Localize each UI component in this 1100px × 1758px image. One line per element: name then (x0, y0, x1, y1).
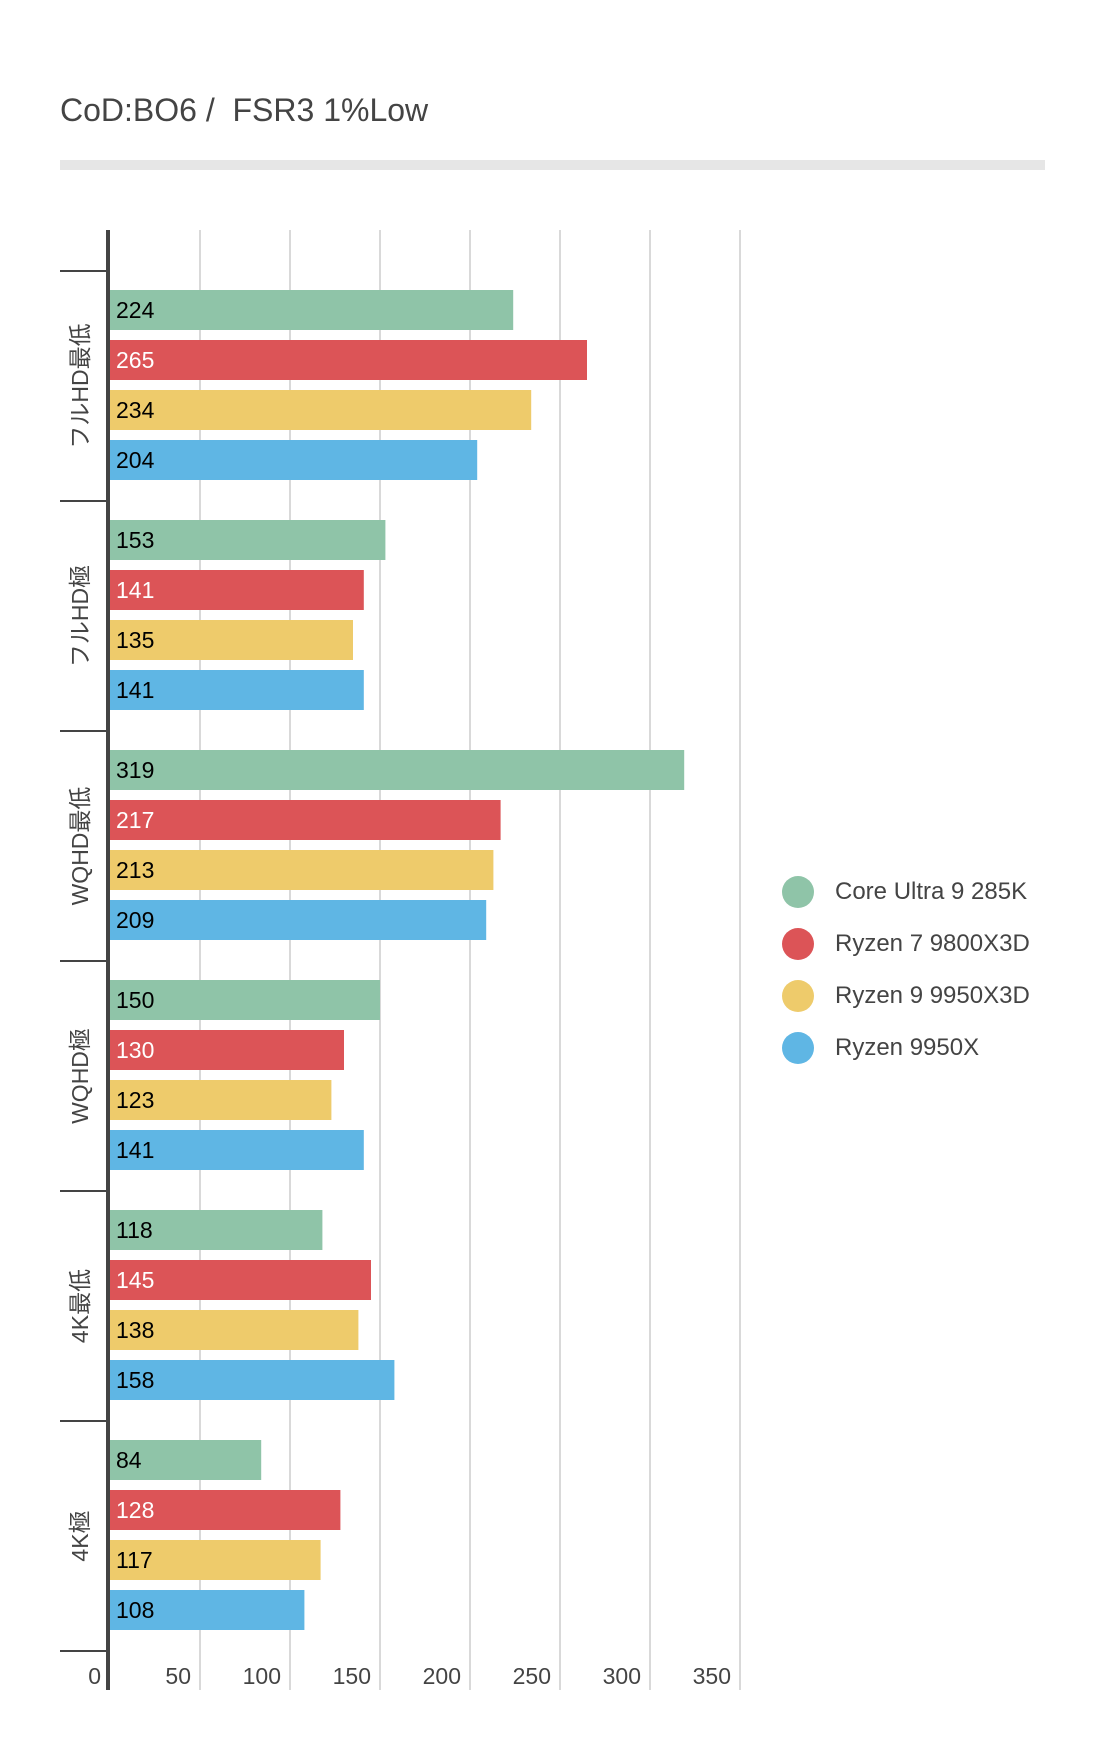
legend-label: Ryzen 9 9950X3D (835, 982, 1030, 1009)
x-tick-label: 0 (88, 1663, 101, 1689)
data-label: 130 (116, 1037, 154, 1063)
legend-item: Ryzen 7 9800X3D (782, 918, 1030, 970)
x-tick-label: 150 (333, 1663, 371, 1689)
legend-label: Ryzen 9950X (835, 1034, 980, 1061)
legend-swatch-icon (782, 980, 814, 1012)
data-label: 145 (116, 1267, 154, 1293)
x-tick-label: 100 (243, 1663, 281, 1689)
data-label: 204 (116, 447, 155, 473)
bar (110, 900, 487, 940)
bar (110, 440, 478, 480)
legend-item: Ryzen 9 9950X3D (782, 970, 1030, 1022)
data-label: 224 (116, 297, 155, 323)
bar (110, 290, 514, 330)
category-label: WQHD最低 (67, 787, 93, 906)
bar (110, 670, 364, 710)
legend-label: Ryzen 7 9800X3D (835, 930, 1030, 957)
bar (110, 1440, 262, 1480)
legend-swatch-icon (782, 1032, 814, 1064)
data-label: 213 (116, 857, 154, 883)
legend-swatch-icon (782, 928, 814, 960)
data-label: 84 (116, 1447, 142, 1473)
legend-item: Ryzen 9950X (782, 1022, 1030, 1074)
category-label: フルHD最低 (67, 323, 93, 448)
bar (110, 390, 532, 430)
x-tick-label: 200 (423, 1663, 461, 1689)
data-label: 319 (116, 757, 154, 783)
bar (110, 750, 685, 790)
x-tick-label: 50 (165, 1663, 191, 1689)
data-label: 128 (116, 1497, 154, 1523)
bar (110, 1080, 332, 1120)
data-label: 234 (116, 397, 155, 423)
data-label: 138 (116, 1317, 154, 1343)
bar (110, 620, 353, 660)
bar (110, 850, 494, 890)
axes (60, 230, 110, 1690)
bar (110, 800, 501, 840)
data-label: 265 (116, 347, 154, 373)
bar (110, 520, 386, 560)
data-label: 209 (116, 907, 154, 933)
category-label: フルHD極 (67, 565, 93, 667)
data-label: 118 (116, 1217, 153, 1243)
data-label: 123 (116, 1087, 154, 1113)
legend-item: Core Ultra 9 285K (782, 866, 1030, 918)
data-label: 150 (116, 987, 154, 1013)
legend-swatch-icon (782, 876, 814, 908)
category-label: WQHD極 (67, 1028, 93, 1124)
data-label: 135 (116, 627, 154, 653)
bar (110, 1540, 321, 1580)
bar (110, 1130, 364, 1170)
chart-title: CoD:BO6 / FSR3 1%Low (60, 92, 429, 128)
data-label: 153 (116, 527, 154, 553)
legend: Core Ultra 9 285K Ryzen 7 9800X3D Ryzen 9 … (782, 866, 1030, 1074)
x-tick-label: 250 (513, 1663, 551, 1689)
x-tick-label: 300 (603, 1663, 641, 1689)
x-tick-label: 350 (693, 1663, 731, 1689)
bar (110, 1210, 323, 1250)
bar (110, 1260, 371, 1300)
bar (110, 1590, 305, 1630)
bar (110, 340, 587, 380)
title-divider (60, 160, 1045, 170)
bar (110, 1490, 341, 1530)
bar (110, 570, 364, 610)
category-label: 4K最低 (67, 1269, 93, 1343)
data-label: 217 (116, 807, 154, 833)
bar (110, 1030, 344, 1070)
category-label: 4K極 (67, 1510, 93, 1561)
bars (110, 290, 685, 1630)
bar (110, 980, 380, 1020)
data-label: 108 (116, 1597, 154, 1623)
bar (110, 1310, 359, 1350)
data-label: 141 (116, 677, 154, 703)
bar (110, 1360, 395, 1400)
data-label: 141 (116, 577, 154, 603)
data-label: 141 (116, 1137, 154, 1163)
data-label: 158 (116, 1367, 154, 1393)
data-label: 117 (116, 1547, 153, 1573)
legend-label: Core Ultra 9 285K (835, 878, 1028, 905)
